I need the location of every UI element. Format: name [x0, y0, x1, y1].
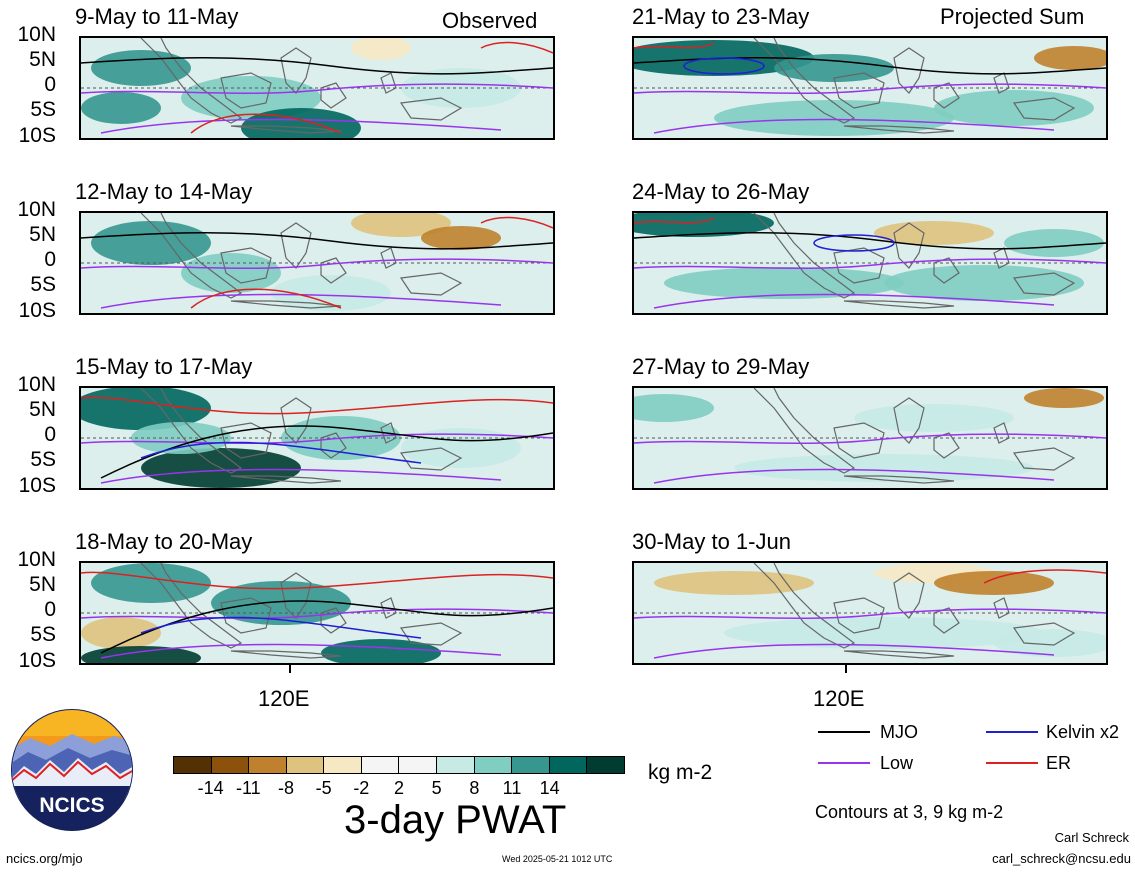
latitude-label: 0 [44, 598, 56, 621]
latitude-label: 5S [30, 98, 56, 121]
latitude-label: 10N [17, 373, 56, 396]
map-field [634, 563, 1106, 663]
colorbar-swatch [361, 757, 400, 773]
panel-title: 9-May to 11-May [75, 4, 239, 29]
map-field [634, 38, 1106, 138]
map-panel [79, 36, 555, 140]
footer-email[interactable]: carl_schreck@ncsu.edu [992, 851, 1131, 866]
logo-text: NCICS [39, 794, 104, 817]
legend-mjo-label: MJO [880, 722, 918, 742]
panel-title: 21-May to 23-May [632, 4, 810, 29]
panel-tag: Projected Sum [940, 4, 1085, 29]
latitude-label: 0 [44, 248, 56, 271]
colorbar-units: kg m-2 [648, 761, 713, 784]
panel-title: 15-May to 17-May [75, 354, 253, 379]
map-panel [632, 211, 1108, 315]
legend-kelvin-label: Kelvin x2 [1046, 722, 1120, 742]
map-panel [632, 386, 1108, 490]
ncics-logo: NCICS [11, 709, 133, 831]
latitude-label: 5N [29, 573, 56, 596]
footer-author: Carl Schreck [1054, 830, 1129, 845]
colorbar-label: 5 [431, 778, 442, 798]
colorbar-swatch [211, 757, 250, 773]
panel-title: 27-May to 29-May [632, 354, 810, 379]
colorbar-swatch [549, 757, 588, 773]
panel-title: 24-May to 26-May [632, 179, 810, 204]
latitude-label: 10S [18, 474, 56, 497]
colorbar-swatch [437, 757, 475, 773]
latitude-label: 0 [44, 423, 56, 446]
colorbar-swatch [324, 757, 362, 773]
panel-tag: Observed [442, 8, 538, 33]
map-field [81, 563, 553, 663]
colorbar-swatch [174, 757, 212, 773]
latitude-label: 0 [44, 73, 56, 96]
colorbar-title: 3-day PWAT [344, 798, 567, 842]
colorbar-label: -8 [277, 778, 294, 798]
colorbar-label: -14 [197, 778, 224, 798]
colorbar-label: -2 [353, 778, 370, 798]
colorbar-label: -5 [315, 778, 332, 798]
colorbar-swatch [249, 757, 287, 773]
latitude-label: 10N [17, 548, 56, 571]
legend-er-swatch [986, 762, 1038, 764]
latitude-label: 10S [18, 649, 56, 672]
latitude-label: 5N [29, 223, 56, 246]
panel-title: 30-May to 1-Jun [632, 529, 791, 554]
panel-title: 18-May to 20-May [75, 529, 253, 554]
map-field [634, 213, 1106, 313]
colorbar-swatch [587, 757, 624, 773]
latitude-label: 5N [29, 48, 56, 71]
latitude-label: 5N [29, 398, 56, 421]
map-panel [79, 386, 555, 490]
map-field [81, 38, 553, 138]
map-panel [632, 561, 1108, 665]
latitude-label: 5S [30, 273, 56, 296]
colorbar-label: 8 [469, 778, 480, 798]
x-tick [289, 665, 291, 673]
latitude-label: 10N [17, 198, 56, 221]
latitude-label: 5S [30, 448, 56, 471]
latitude-label: 10S [18, 124, 56, 147]
colorbar-label: 2 [393, 778, 404, 798]
map-panel [79, 211, 555, 315]
latitude-label: 5S [30, 623, 56, 646]
colorbar-swatch [399, 757, 438, 773]
map-panel [79, 561, 555, 665]
footer-timestamp: Wed 2025-05-21 1012 UTC [502, 854, 613, 864]
contours-note: Contours at 3, 9 kg m-2 [815, 802, 1004, 822]
colorbar-swatch [286, 757, 325, 773]
x-axis-label: 120E [258, 686, 310, 711]
legend-mjo-swatch [818, 731, 870, 733]
map-field [81, 388, 553, 488]
legend-low-label: Low [880, 753, 914, 773]
colorbar-label: 14 [539, 778, 560, 798]
x-axis-label: 120E [813, 686, 865, 711]
colorbar-label: 11 [502, 778, 522, 798]
latitude-label: 10S [18, 299, 56, 322]
colorbar-swatch [512, 757, 550, 773]
x-tick [845, 665, 847, 673]
map-field [81, 213, 553, 313]
map-field [634, 388, 1106, 488]
footer-url[interactable]: ncics.org/mjo [6, 851, 83, 866]
latitude-label: 10N [17, 23, 56, 46]
colorbar [173, 756, 625, 774]
colorbar-label: -11 [235, 778, 261, 798]
panel-title: 12-May to 14-May [75, 179, 253, 204]
colorbar-swatch [474, 757, 513, 773]
legend-kelvin-swatch [986, 731, 1038, 733]
legend-low-swatch [818, 762, 870, 764]
map-panel [632, 36, 1108, 140]
legend-er-label: ER [1046, 753, 1072, 773]
